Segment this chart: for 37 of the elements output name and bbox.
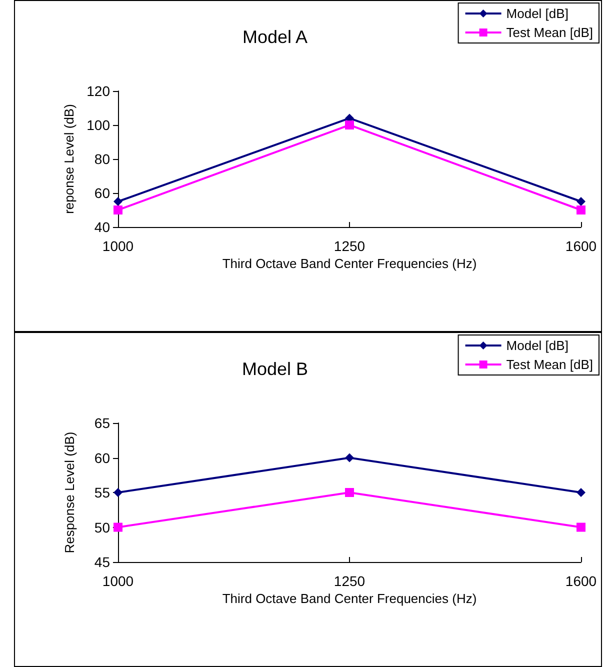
point [576,197,586,206]
legend-label: Model [dB] [506,6,568,21]
x-tick-label: 1000 [102,573,134,589]
y-axis-title: reponse Level (dB) [62,104,77,214]
y-axis-title: Response Level (dB) [62,432,77,554]
legend-label: Test Mean [dB] [506,25,594,40]
point [345,453,354,462]
x-tick-label: 1000 [102,238,134,254]
y-tick-label: 60 [94,450,110,466]
y-tick-label: 45 [94,554,110,570]
point [345,488,354,497]
x-tick-label: 1250 [334,238,366,254]
point [576,488,586,497]
point [576,206,586,214]
x-tick-label: 1600 [565,238,597,254]
point [114,206,122,214]
x-axis-title: Third Octave Band Center Frequencies (Hz) [222,591,477,606]
chart-title: Model A [242,27,308,47]
point [114,197,122,206]
y-tick-label: 100 [86,117,110,133]
legend-label: Model [dB] [506,338,568,353]
point [114,488,122,497]
y-tick-label: 65 [94,415,110,431]
point [114,522,122,532]
x-axis-title: Third Octave Band Center Frequencies (Hz) [222,256,477,271]
y-tick-label: 55 [94,484,110,500]
y-tick-label: 40 [94,219,110,235]
legend-label: Test Mean [dB] [506,357,594,372]
x-tick-label: 1600 [565,573,597,589]
y-tick-label: 80 [94,151,110,167]
point [576,522,586,532]
y-tick-label: 60 [94,185,110,201]
chart-title: Model B [242,359,308,379]
x-tick-label: 1250 [334,573,366,589]
y-tick-label: 120 [86,83,110,99]
point [345,120,354,130]
y-tick-label: 50 [94,519,110,536]
